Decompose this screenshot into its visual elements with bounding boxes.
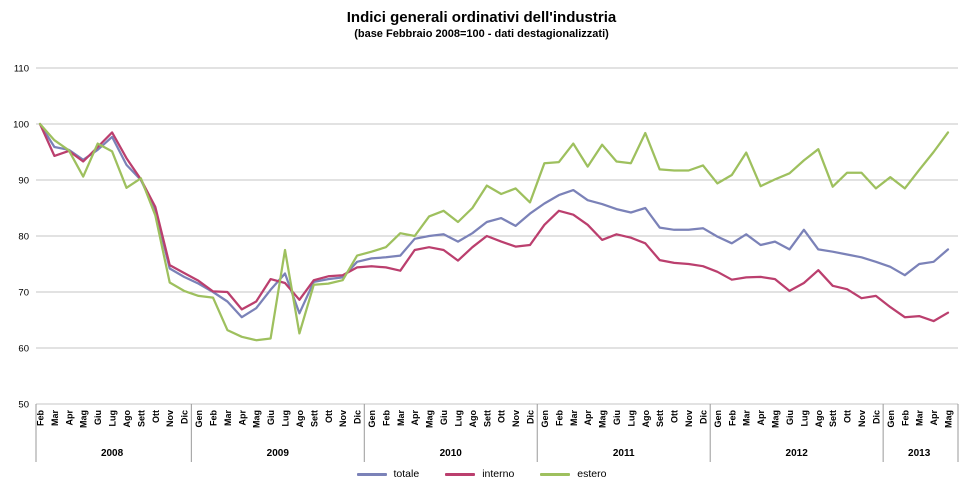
x-month-label: Gen [367,410,377,428]
x-month-label: Mar [742,410,752,427]
year-label: 2013 [908,448,931,459]
x-month-label: Ott [843,410,853,423]
x-month-label: Lug [626,410,636,427]
x-month-label: Mag [79,410,89,428]
x-month-label: Gen [713,410,723,428]
x-month-label: Ott [151,410,161,423]
x-month-label: Ago [641,410,651,428]
x-month-label: Feb [381,410,391,427]
x-month-label: Giu [439,410,449,425]
x-month-label: Apr [756,410,766,426]
x-month-label: Mag [252,410,262,428]
legend-item-totale: totale [356,468,420,480]
x-month-label: Dic [180,410,190,424]
legend-label-estero: estero [577,468,607,480]
x-month-label: Lug [108,410,118,427]
x-month-label: Nov [511,410,521,427]
x-month-label: Dic [871,410,881,424]
y-axis-tick-label: 90 [18,176,29,187]
legend-label-interno: interno [482,468,515,480]
x-month-label: Gen [194,410,204,428]
x-month-label: Giu [93,410,103,425]
x-month-label: Lug [453,410,463,427]
x-month-label: Dic [526,410,536,424]
x-month-label: Mar [50,410,60,427]
x-month-label: Sett [309,410,319,427]
x-month-label: Lug [799,410,809,427]
legend-label-totale: totale [393,468,420,480]
x-month-label: Feb [554,410,564,427]
legend-swatch-interno-icon [445,472,476,476]
y-axis-tick-label: 100 [13,120,29,131]
series-line-estero [38,122,950,342]
x-month-label: Dic [353,410,363,424]
x-month-label: Nov [165,410,175,427]
x-month-label: Ott [497,410,507,423]
x-month-label: Sett [136,410,146,427]
year-label: 2008 [101,448,124,459]
x-month-label: Feb [208,410,218,427]
legend-swatch-totale-icon [356,472,387,476]
x-month-label: Lug [281,410,291,427]
x-month-label: Ott [670,410,680,423]
x-month-label: Mag [425,410,435,428]
x-month-label: Mar [223,410,233,427]
year-label: 2009 [267,448,290,459]
x-month-label: Ott [324,410,334,423]
x-month-label: Apr [237,410,247,426]
x-month-label: Nov [338,410,348,427]
x-month-label: Mag [598,410,608,428]
x-month-label: Mag [944,410,954,428]
legend-swatch-estero-icon [540,472,571,476]
x-month-label: Feb [727,410,737,427]
x-month-label: Nov [857,410,867,427]
x-month-label: Sett [828,410,838,427]
x-month-label: Dic [698,410,708,424]
chart-legend: totale interno estero [0,468,963,480]
x-month-label: Mar [915,410,925,427]
x-month-label: Ago [122,410,132,428]
legend-item-estero: estero [540,468,606,480]
y-axis-tick-label: 70 [18,288,29,299]
x-month-label: Ago [468,410,478,428]
y-axis-tick-label: 110 [14,64,29,75]
series-line-interno [38,122,950,323]
x-month-label: Ago [814,410,824,428]
chart-header: Indici generali ordinativi dell'industri… [0,9,963,42]
year-label: 2012 [786,448,809,459]
year-label: 2010 [440,448,463,459]
y-axis-tick-label: 60 [18,344,29,355]
x-month-label: Sett [655,410,665,427]
x-month-label: Feb [900,410,910,427]
x-month-label: Mar [396,410,406,427]
x-month-label: Mag [771,410,781,428]
x-month-label: Mar [569,410,579,427]
x-month-label: Gen [886,410,896,428]
x-month-label: Ago [295,410,305,428]
x-month-label: Sett [482,410,492,427]
x-month-label: Gen [540,410,550,428]
x-month-label: Apr [583,410,593,426]
x-month-label: Giu [266,410,276,425]
page-title: Indici generali ordinativi dell'industri… [346,9,617,26]
x-month-label: Apr [410,410,420,426]
x-month-label: Nov [684,410,694,427]
x-month-label: Apr [64,410,74,426]
legend-item-interno: interno [445,468,514,480]
x-month-label: Giu [785,410,795,425]
y-axis-tick-label: 80 [18,232,29,243]
y-axis-tick-label: 50 [18,400,29,411]
x-month-label: Apr [929,410,939,426]
year-label: 2011 [613,448,635,459]
page-subtitle: (base Febbraio 2008=100 - dati destagion… [354,27,609,40]
series-line-totale [38,122,950,319]
x-month-label: Giu [612,410,622,425]
x-month-label: Feb [36,410,46,427]
